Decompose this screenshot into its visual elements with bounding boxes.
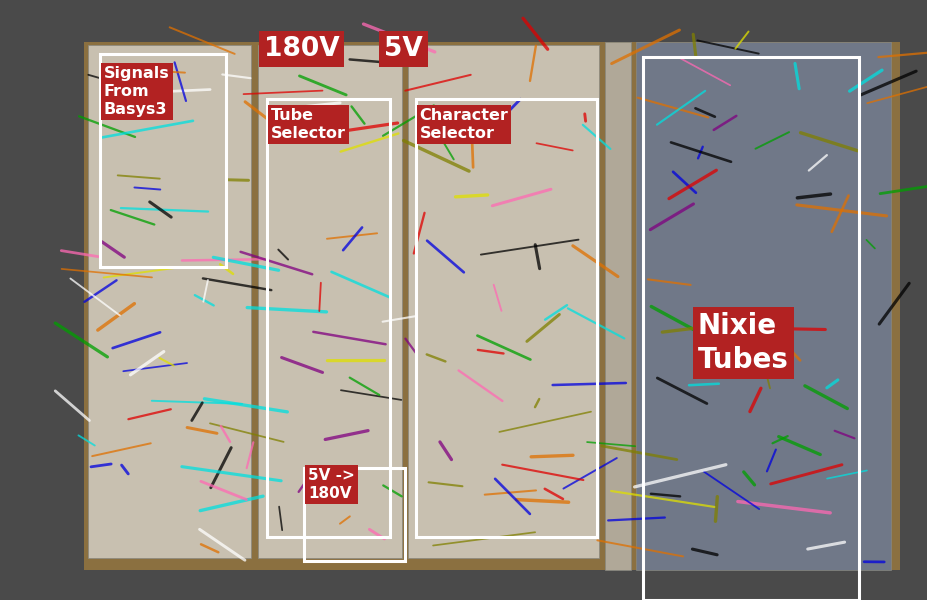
Text: Character
Selector: Character Selector [419,108,508,141]
Bar [408,45,598,558]
Bar [635,42,890,570]
Text: 5V: 5V [384,36,423,62]
Bar [604,42,630,570]
Bar [267,99,389,537]
Bar [258,45,401,558]
Text: Tube
Selector: Tube Selector [271,108,346,141]
Text: 5V ->
180V: 5V -> 180V [308,468,354,501]
Bar [88,45,250,558]
Text: Nixie
Tubes: Nixie Tubes [697,312,788,373]
Text: Signals
From
Basys3: Signals From Basys3 [104,66,170,117]
Bar [642,57,858,600]
Text: 180V: 180V [263,36,338,62]
Bar [304,468,404,561]
Bar [415,99,596,537]
Bar [100,54,225,267]
Bar [83,42,899,570]
